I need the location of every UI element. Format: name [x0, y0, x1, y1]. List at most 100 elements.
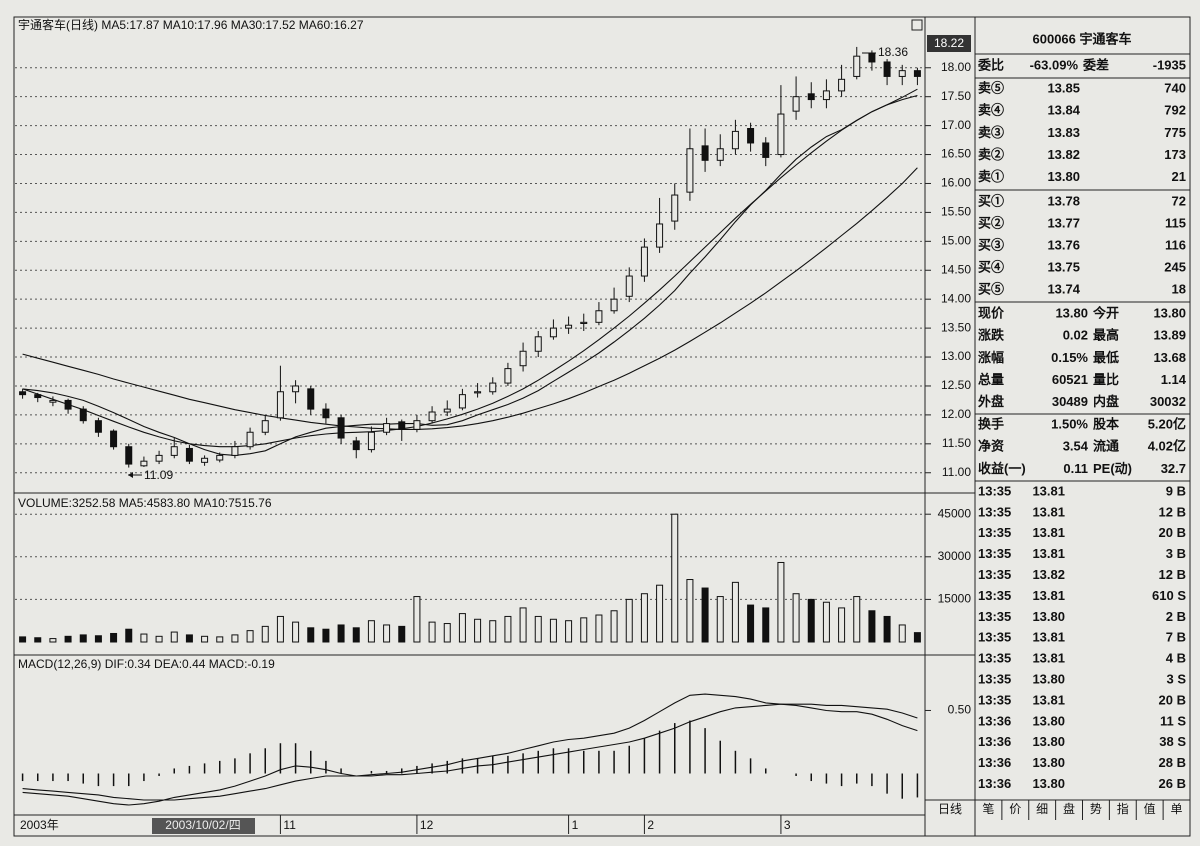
y-tick-label: 14.00	[941, 291, 971, 305]
tab[interactable]: 值	[1144, 801, 1156, 816]
tab[interactable]: 指	[1117, 801, 1129, 816]
candle-body	[868, 52, 876, 63]
volume-bar	[656, 584, 664, 643]
candle-body	[261, 420, 269, 433]
volume-bar	[307, 627, 315, 643]
candle-body	[807, 93, 815, 101]
quote-price: 13.85	[1047, 80, 1080, 95]
window-icon[interactable]	[911, 19, 923, 31]
moving-average	[22, 88, 918, 456]
trade-price: 13.82	[1032, 567, 1065, 582]
quote-value: 13.89	[1153, 328, 1186, 343]
candle-body	[686, 148, 694, 193]
quote-value: 30489	[1052, 394, 1088, 409]
trade-price: 13.81	[1032, 525, 1065, 540]
quote-volume: 18	[1172, 281, 1186, 296]
candle-body	[231, 446, 239, 456]
candle-body	[701, 145, 709, 161]
outer-frame	[13, 16, 1191, 837]
candle-body	[792, 96, 800, 112]
quote-label: 卖⑤	[978, 80, 1004, 95]
quote-price: 13.83	[1047, 125, 1080, 140]
volume-bar	[777, 561, 785, 643]
trade-volume: 3 B	[1166, 546, 1186, 561]
trade-time: 13:35	[978, 651, 1011, 666]
quote-value: 30032	[1150, 394, 1186, 409]
trade-price: 13.80	[1032, 734, 1065, 749]
tab[interactable]: 盘	[1063, 801, 1075, 816]
quote-value: 3.54	[1063, 439, 1089, 454]
volume-bar	[822, 601, 830, 643]
trade-volume: 4 B	[1166, 651, 1186, 666]
tab[interactable]: 笔	[982, 801, 994, 816]
trade-time: 13:35	[978, 609, 1011, 624]
quote-label: 换手	[978, 416, 1004, 431]
candle-body	[216, 454, 224, 461]
trade-price: 13.80	[1032, 755, 1065, 770]
volume-bar	[231, 634, 239, 643]
trade-volume: 9 B	[1166, 483, 1186, 498]
trade-volume: 12 B	[1159, 567, 1186, 582]
stock-title: 600066 宇通客车	[1033, 31, 1132, 46]
volume-bar	[367, 620, 375, 643]
volume-bar	[110, 632, 118, 643]
cursor-date-box	[152, 818, 255, 834]
tab[interactable]: 单	[1171, 802, 1183, 816]
candle-body	[822, 90, 830, 101]
candle-body	[110, 430, 118, 448]
tab[interactable]: 势	[1090, 802, 1102, 816]
volume-bar	[79, 634, 87, 643]
trade-time: 13:35	[978, 525, 1011, 540]
y-tick-label: 15.00	[941, 233, 971, 247]
volume-bar	[443, 623, 451, 643]
volume-bar	[853, 596, 861, 643]
volume-bar	[504, 615, 512, 643]
volume-bar	[807, 598, 815, 643]
x-tick-label: 2	[647, 818, 654, 832]
volume-bar	[747, 604, 755, 643]
trade-price: 13.81	[1032, 504, 1065, 519]
trade-price: 13.80	[1032, 609, 1065, 624]
panel-legend: MACD(12,26,9) DIF:0.34 DEA:0.44 MACD:-0.…	[18, 657, 275, 671]
quote-value: 5.20亿	[1148, 416, 1186, 431]
volume-bar	[731, 581, 739, 643]
x-tick-label: 12	[420, 818, 434, 832]
y-tick-label: 11.00	[942, 465, 971, 479]
y-tick-label: 30000	[938, 549, 972, 563]
trade-price: 13.80	[1032, 776, 1065, 791]
tab[interactable]: 细	[1036, 802, 1048, 816]
volume-bar	[898, 624, 906, 643]
volume-bar	[640, 593, 648, 643]
y-tick-label: 16.50	[941, 147, 971, 161]
quote-label: 股本	[1093, 416, 1119, 431]
quote-label: 委差	[1082, 57, 1109, 72]
quote-label: 今开	[1092, 305, 1119, 320]
quote-volume: 775	[1164, 125, 1186, 140]
candle-body	[580, 321, 588, 324]
quote-price: 13.76	[1047, 237, 1080, 252]
cursor-date: 2003/10/02/四	[165, 818, 240, 832]
period-tab[interactable]: 日线	[938, 802, 962, 816]
quote-label: 买①	[978, 193, 1004, 208]
volume-bar	[565, 620, 573, 643]
trade-volume: 20 B	[1159, 692, 1186, 707]
quote-value: 1.50%	[1051, 416, 1088, 431]
candle-body	[777, 113, 785, 156]
candle-body	[276, 391, 284, 419]
volume-bar	[292, 621, 300, 643]
candle-body	[853, 55, 861, 77]
quote-volume: 792	[1164, 103, 1186, 118]
trade-time: 13:36	[978, 755, 1011, 770]
trade-volume: 28 B	[1159, 755, 1186, 770]
quote-label: PE(动)	[1093, 461, 1132, 476]
volume-bar	[792, 593, 800, 643]
candle-body	[883, 61, 891, 77]
volume-bar	[534, 615, 542, 643]
macd-line	[22, 693, 918, 806]
candle-body	[201, 457, 209, 463]
tab[interactable]: 价	[1009, 802, 1021, 816]
quote-label: 外盘	[977, 394, 1004, 409]
volume-bar	[489, 620, 497, 643]
trade-volume: 38 S	[1159, 734, 1186, 749]
